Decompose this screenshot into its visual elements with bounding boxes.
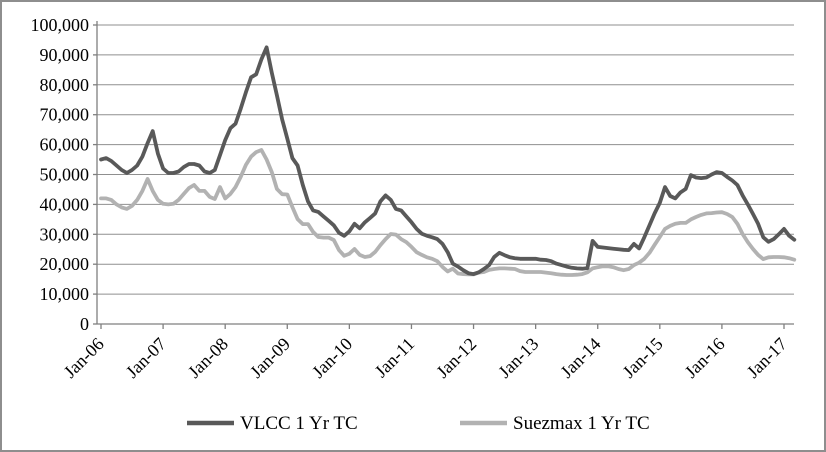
x-axis-label: Jan-09 <box>246 334 294 382</box>
x-axis-label: Jan-06 <box>60 334 108 382</box>
x-axis-label: Jan-15 <box>619 334 667 382</box>
y-axis-label: 70,000 <box>40 105 90 125</box>
chart-legend: VLCC 1 Yr TC Suezmax 1 Yr TC <box>187 413 650 434</box>
y-axis-label: 10,000 <box>40 284 90 304</box>
y-axis-label: 80,000 <box>40 75 90 95</box>
vlcc-legend-label: VLCC 1 Yr TC <box>240 413 358 434</box>
y-axis-label: 0 <box>80 314 89 334</box>
y-axis-label: 90,000 <box>40 45 90 65</box>
x-axis-label: Jan-08 <box>184 334 232 382</box>
y-axis-label: 60,000 <box>40 135 90 155</box>
x-axis-label: Jan-10 <box>308 334 356 382</box>
suezmax-line <box>99 148 797 277</box>
plot-area: 0 10,000 20,000 30,000 40,000 50,000 60,000 70,… <box>31 15 797 382</box>
suezmax-legend-label: Suezmax 1 Yr TC <box>513 413 650 434</box>
x-axis-label: Jan-14 <box>556 334 604 382</box>
y-axis-label: 20,000 <box>40 254 90 274</box>
y-axis-label: 40,000 <box>40 194 90 214</box>
x-axis-label: Jan-12 <box>432 334 480 382</box>
x-axis-label: Jan-13 <box>494 334 542 382</box>
y-axis-label: 30,000 <box>40 224 90 244</box>
vlcc-line <box>99 45 797 277</box>
x-axis-label: Jan-17 <box>743 334 791 382</box>
y-axis-label: 100,000 <box>31 15 90 35</box>
y-axis-label: 50,000 <box>40 165 90 185</box>
x-axis-label: Jan-07 <box>122 334 170 382</box>
x-axis-label: Jan-11 <box>371 334 419 382</box>
x-axis-label: Jan-16 <box>681 334 729 382</box>
